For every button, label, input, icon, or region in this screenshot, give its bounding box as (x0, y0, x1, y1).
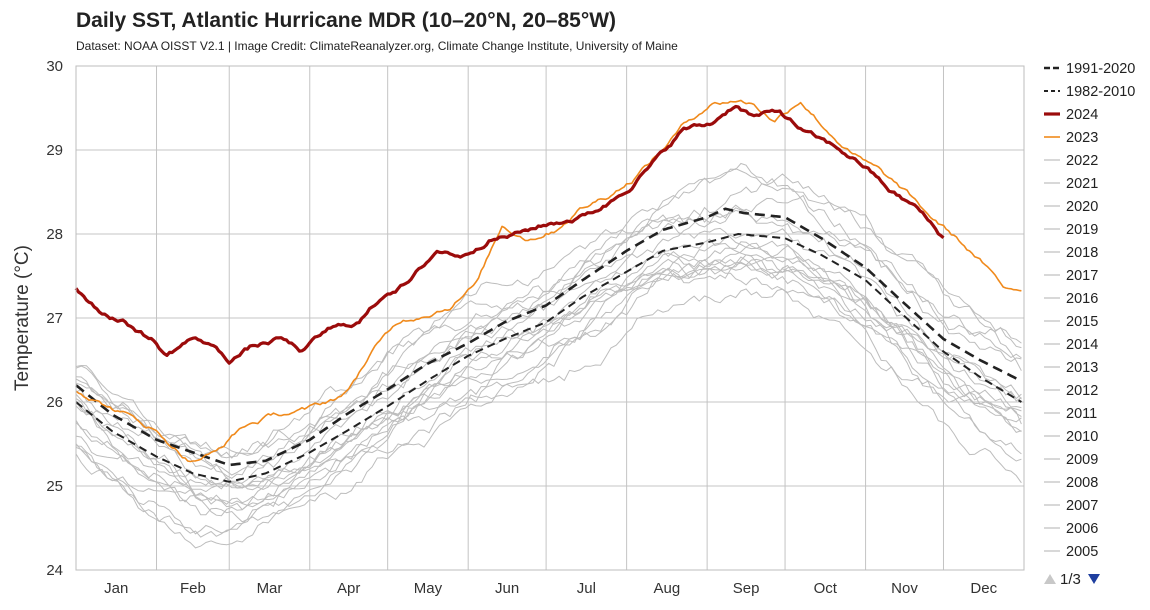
legend-label: 2022 (1066, 153, 1098, 169)
pager-label: 1/3 (1060, 571, 1081, 588)
series-line-2018 (75, 288, 1022, 523)
series-line-2020 (75, 228, 1022, 511)
legend-item-2015[interactable]: 2015 (1044, 314, 1098, 330)
legend-item-2007[interactable]: 2007 (1044, 498, 1098, 514)
pager-up-arrow-icon[interactable] (1044, 574, 1056, 584)
x-tick-label: Oct (814, 580, 838, 597)
y-tick-label: 25 (46, 478, 63, 495)
y-tick-label: 26 (46, 394, 63, 411)
plot-frame (75, 65, 1025, 571)
legend-item-1982-2010[interactable]: 1982-2010 (1044, 84, 1135, 100)
series-line-2008 (75, 207, 1022, 456)
legend-label: 2012 (1066, 383, 1098, 399)
legend-label: 2023 (1066, 130, 1098, 146)
series-line-2011 (75, 265, 1022, 489)
legend-label: 2016 (1066, 291, 1098, 307)
x-tick-label: Feb (180, 580, 206, 597)
main-series-lines (74, 99, 1022, 483)
x-tick-label: Jan (104, 580, 128, 597)
legend-label: 2017 (1066, 268, 1098, 284)
series-line-2024 (74, 104, 945, 365)
pager-down-arrow-icon[interactable] (1088, 574, 1100, 584)
series-line-2022 (75, 162, 1022, 489)
legend-label: 2019 (1066, 222, 1098, 238)
x-tick-label: Nov (891, 580, 918, 597)
legend-label: 2014 (1066, 337, 1098, 353)
series-line-2016 (75, 168, 1022, 479)
legend-item-2013[interactable]: 2013 (1044, 360, 1098, 376)
legend-item-2006[interactable]: 2006 (1044, 521, 1098, 537)
legend-label: 2021 (1066, 176, 1098, 192)
legend-label: 2006 (1066, 521, 1098, 537)
legend-label: 2018 (1066, 245, 1098, 261)
legend-item-2009[interactable]: 2009 (1044, 452, 1098, 468)
legend-item-2016[interactable]: 2016 (1044, 291, 1098, 307)
legend-label: 2007 (1066, 498, 1098, 514)
y-axis-ticks: 24 25 26 27 28 29 30 (46, 58, 63, 579)
grid (76, 65, 1024, 571)
series-line-1991-2020 (75, 207, 1022, 467)
x-tick-label: Jun (495, 580, 519, 597)
legend-label: 2020 (1066, 199, 1098, 215)
legend-label: 1991-2020 (1066, 61, 1135, 77)
legend-item-2008[interactable]: 2008 (1044, 475, 1098, 491)
legend-pager[interactable]: 1/3 (1044, 571, 1100, 588)
legend-label: 2005 (1066, 544, 1098, 560)
background-year-lines (75, 162, 1022, 549)
x-tick-label: Apr (337, 580, 360, 597)
x-tick-label: Mar (257, 580, 283, 597)
x-tick-label: Sep (733, 580, 760, 597)
x-tick-label: Jul (577, 580, 596, 597)
legend-item-2024[interactable]: 2024 (1044, 107, 1098, 123)
legend-item-2019[interactable]: 2019 (1044, 222, 1098, 238)
chart-title: Daily SST, Atlantic Hurricane MDR (10–20… (76, 9, 616, 32)
x-axis-ticks: Jan Feb Mar Apr May Jun Jul Aug Sep Oct Nov Dec (104, 580, 997, 597)
x-tick-label: Aug (654, 580, 681, 597)
legend-item-2005[interactable]: 2005 (1044, 544, 1098, 560)
legend-label: 2009 (1066, 452, 1098, 468)
y-tick-label: 29 (46, 142, 63, 159)
legend-label: 2008 (1066, 475, 1098, 491)
series-line-2007 (75, 258, 1022, 538)
x-tick-label: May (414, 580, 443, 597)
series-line-2012 (75, 254, 1022, 491)
series-line-2019 (75, 264, 1022, 505)
series-line-2023 (75, 99, 1022, 463)
legend-item-2021[interactable]: 2021 (1044, 176, 1098, 192)
y-tick-label: 28 (46, 226, 63, 243)
legend-item-2018[interactable]: 2018 (1044, 245, 1098, 261)
y-tick-label: 24 (46, 562, 63, 579)
series-line-2009 (75, 242, 1022, 488)
legend-item-2017[interactable]: 2017 (1044, 268, 1098, 284)
y-tick-label: 27 (46, 310, 63, 327)
legend-item-2014[interactable]: 2014 (1044, 337, 1098, 353)
legend-label: 2015 (1066, 314, 1098, 330)
legend-item-2010[interactable]: 2010 (1044, 429, 1098, 445)
legend[interactable]: 1991-2020 1982-2010 2024 2023 2022 2021 2020 20… (1044, 61, 1135, 560)
x-tick-label: Dec (970, 580, 997, 597)
series-line-2021 (75, 241, 1022, 535)
legend-label: 2013 (1066, 360, 1098, 376)
legend-label: 2024 (1066, 107, 1098, 123)
y-tick-label: 30 (46, 58, 63, 75)
series-line-1982-2010 (75, 233, 1022, 483)
legend-label: 2010 (1066, 429, 1098, 445)
y-axis-label: Temperature (°C) (12, 245, 33, 391)
series-line-2005 (75, 222, 1022, 549)
legend-item-2012[interactable]: 2012 (1044, 383, 1098, 399)
legend-label: 1982-2010 (1066, 84, 1135, 100)
legend-item-2022[interactable]: 2022 (1044, 153, 1098, 169)
legend-item-2020[interactable]: 2020 (1044, 199, 1098, 215)
legend-item-1991-2020[interactable]: 1991-2020 (1044, 61, 1135, 77)
legend-label: 2011 (1066, 406, 1097, 422)
chart-subtitle: Dataset: NOAA OISST V2.1 | Image Credit:… (76, 39, 678, 53)
legend-item-2023[interactable]: 2023 (1044, 130, 1098, 146)
legend-item-2011[interactable]: 2011 (1044, 406, 1097, 422)
